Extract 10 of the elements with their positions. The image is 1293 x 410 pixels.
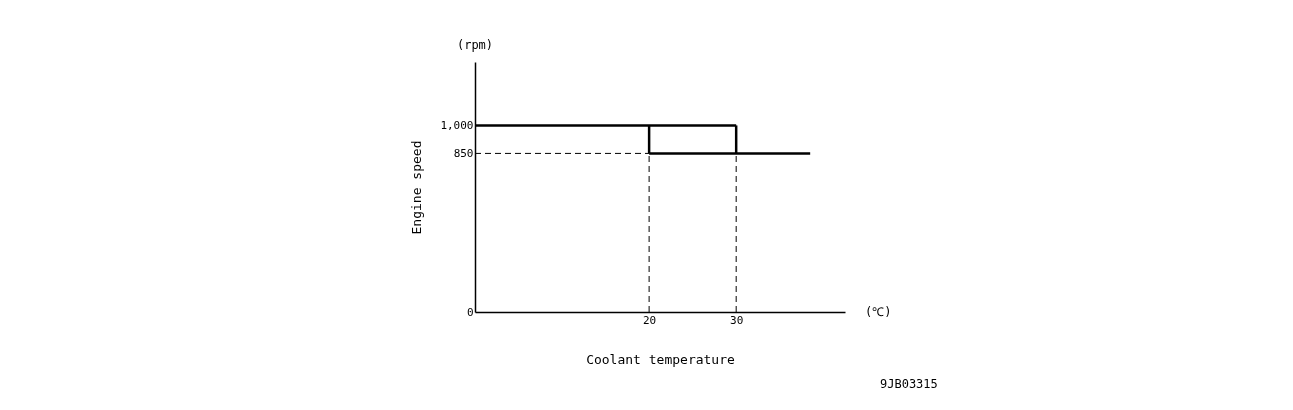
text: (℃): [865, 305, 892, 319]
y-tick-label: 1,000: [440, 118, 474, 132]
x-axis-title: Coolant temperature: [586, 351, 736, 367]
x-tick-label: 30: [730, 313, 744, 327]
y-tick-label: 850: [453, 146, 474, 160]
y-axis-title: Engine speed: [408, 140, 424, 235]
y-tick-label: 0: [466, 305, 474, 319]
text: 9JB03315: [880, 377, 938, 391]
text: (rpm): [456, 38, 494, 52]
x-tick-label: 20: [642, 313, 657, 327]
